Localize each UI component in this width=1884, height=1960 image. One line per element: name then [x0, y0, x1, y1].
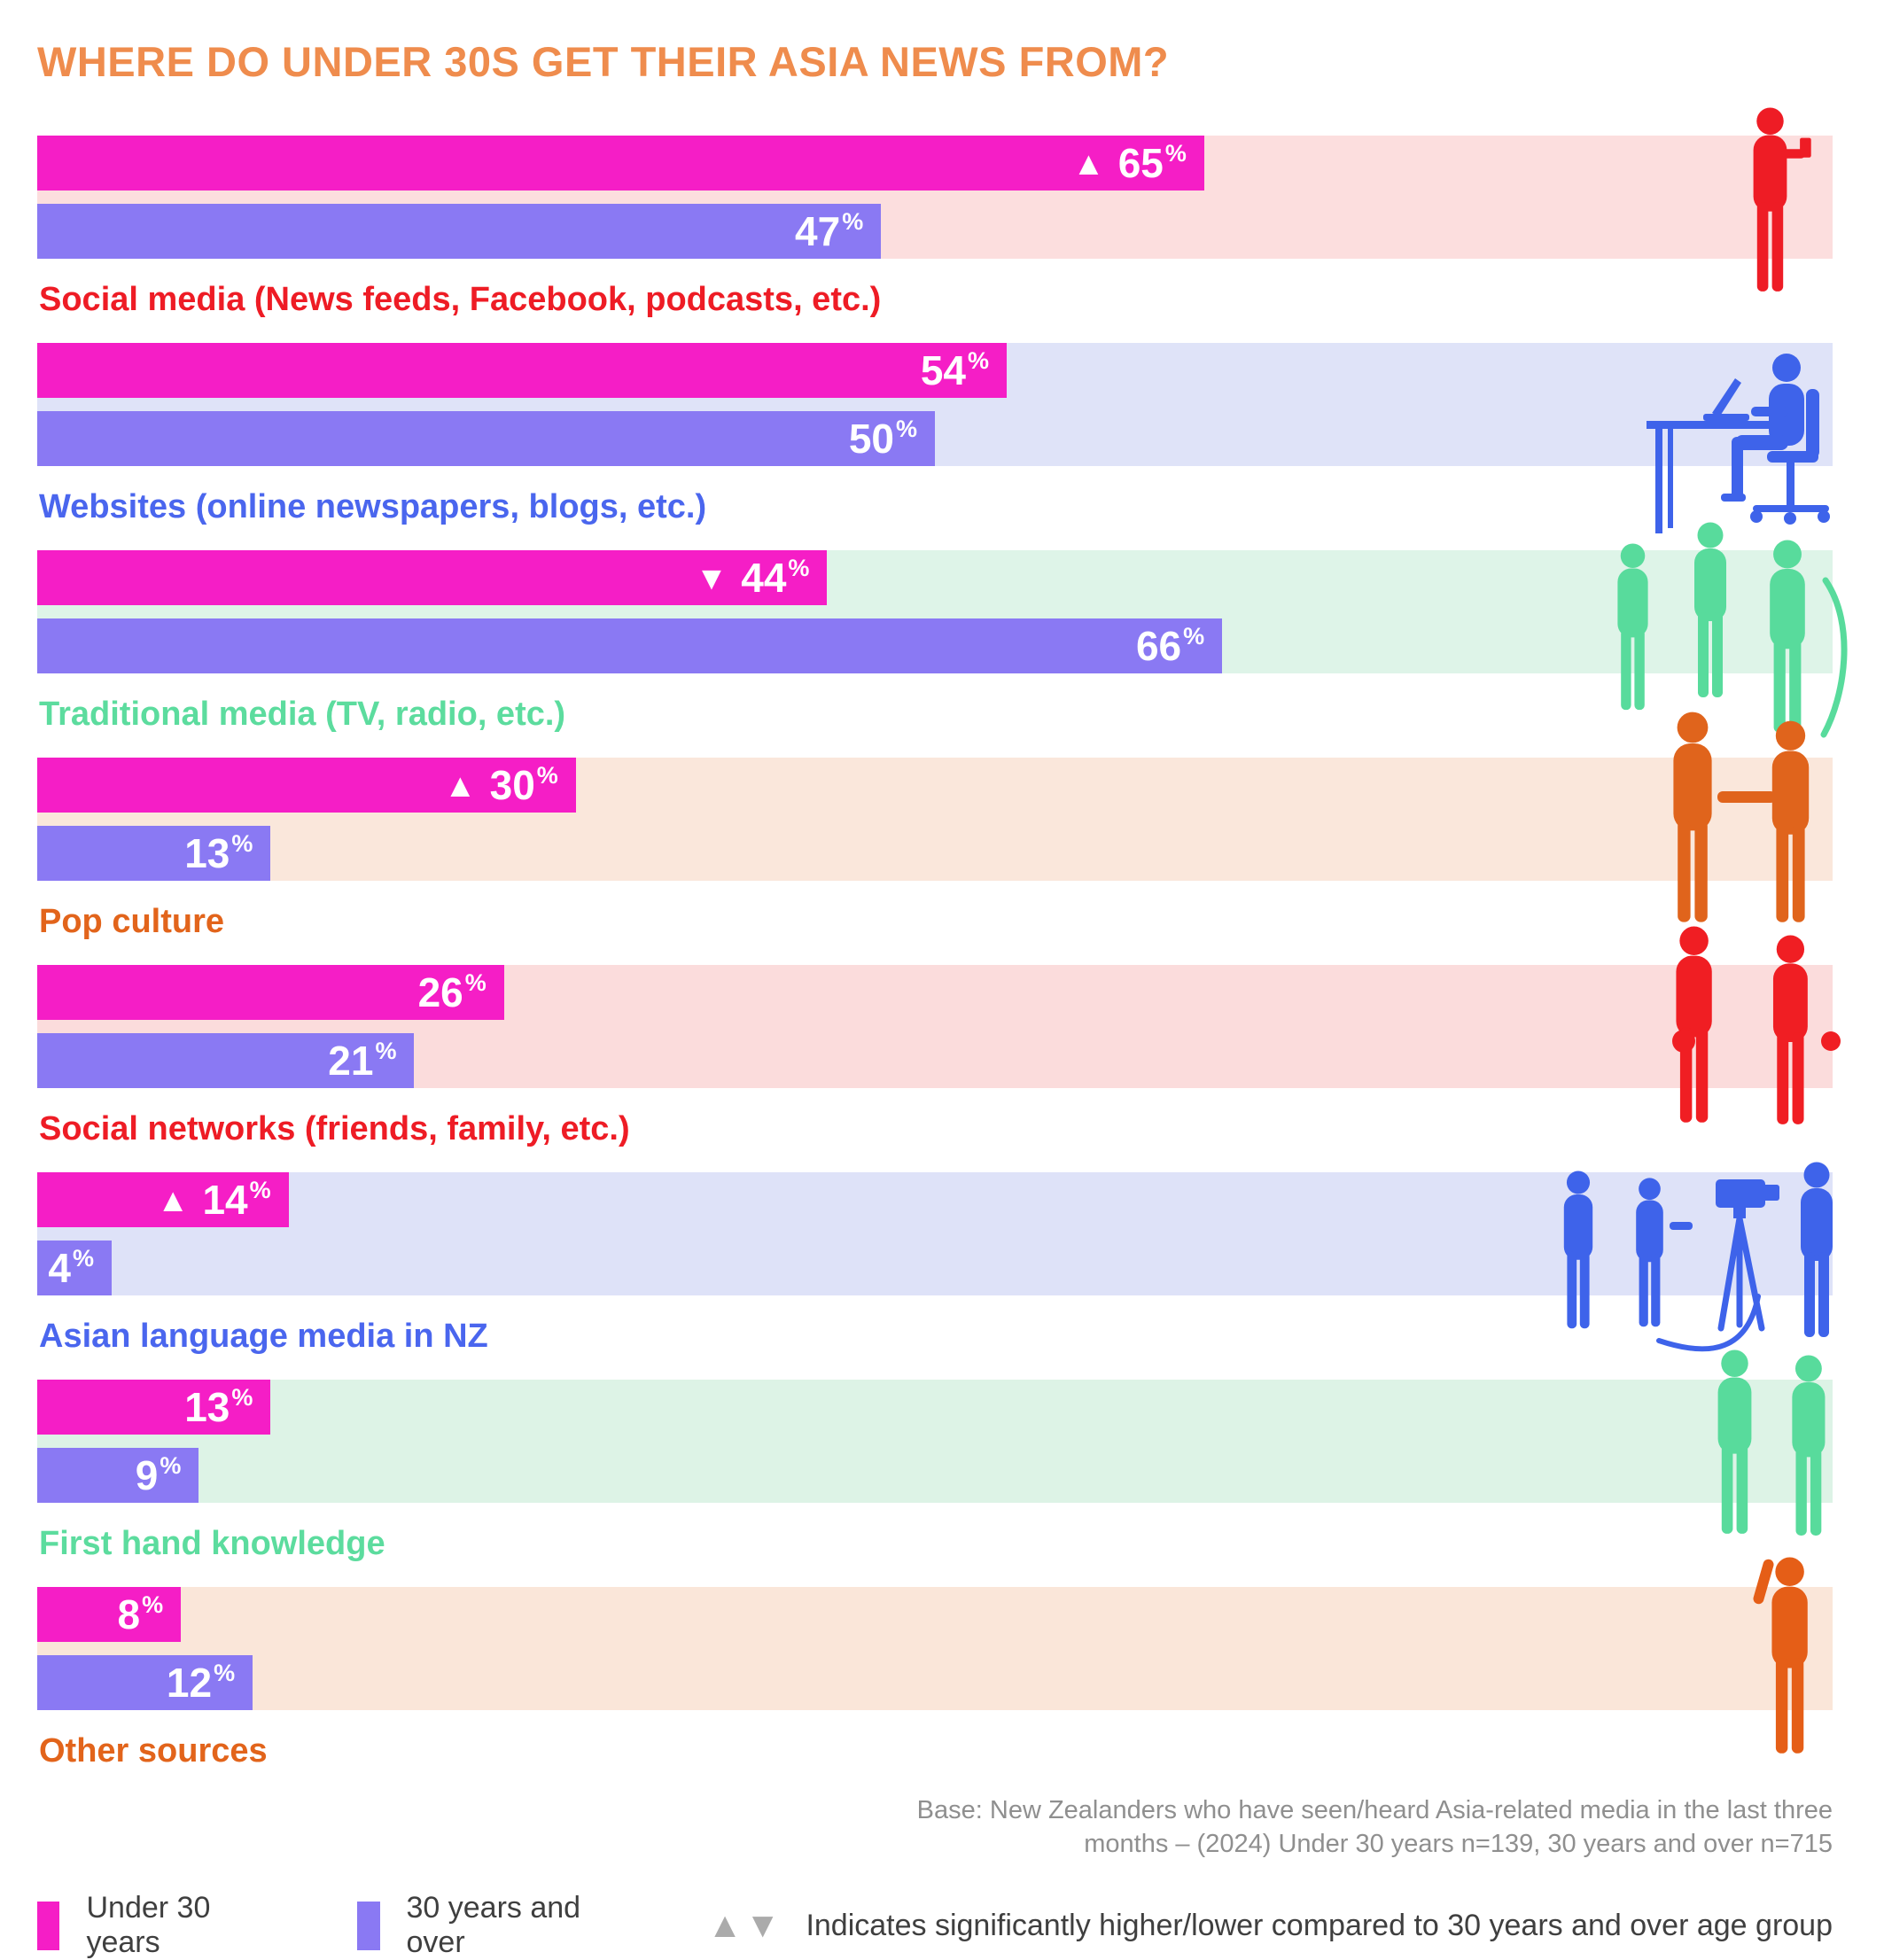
bar-value: 44 [741, 555, 787, 601]
bar-value: 66 [1135, 623, 1182, 669]
category-label: Websites (online newspapers, blogs, etc.… [39, 488, 707, 525]
bar-value: 14 [202, 1177, 248, 1223]
legend-swatch-over30 [356, 1901, 380, 1950]
category-label: Social media (News feeds, Facebook, podc… [39, 281, 882, 318]
bar-value: 47 [795, 208, 841, 254]
bar-value: 54 [920, 347, 967, 393]
bar-value: 9 [135, 1452, 159, 1498]
bar-value: 21 [328, 1038, 374, 1084]
category-group-social-media: ▲ 65 % 47 % Social media (News feeds, Fa… [37, 136, 1833, 318]
category-label: First hand knowledge [39, 1525, 385, 1562]
bar-over30: 9 % [37, 1448, 199, 1503]
category-label: Traditional media (TV, radio, etc.) [39, 696, 566, 733]
category-label: Pop culture [39, 903, 225, 940]
category-group-other-sources: 8 % 12 % Other sources [37, 1557, 1833, 1769]
category-label: Asian language media in NZ [39, 1318, 488, 1355]
category-band: ▲ 30 % 13 % [37, 712, 1833, 922]
category-group-first-hand-knowledge: 13 % 9 % First hand knowledge [37, 1349, 1833, 1562]
bar-under30: 8 % [37, 1587, 182, 1642]
percent-sign: % [375, 1038, 397, 1064]
bar-over30: 21 % [37, 1033, 415, 1088]
category-band: ▲ 65 % 47 % [37, 136, 1833, 259]
bar-value: 50 [848, 416, 894, 462]
category-band: ▲ 14 % 4 % [37, 1162, 1833, 1352]
two-women-talking-icon [1672, 926, 1841, 1124]
base-note-line1: Base: New Zealanders who have seen/heard… [916, 1796, 1833, 1824]
two-men-conversation-icon [1717, 1349, 1826, 1536]
bar-over30: 47 % [37, 204, 882, 259]
base-note-line2: months – (2024) Under 30 years n=139, 30… [1084, 1829, 1833, 1858]
legend-item-over30: 30 years and over [356, 1891, 611, 1960]
significance-up-icon: ▲ [443, 766, 477, 804]
category-label: Social networks (friends, family, etc.) [39, 1110, 630, 1147]
man-pointing-up-icon [1753, 1557, 1808, 1754]
bar-under30: 13 % [37, 1380, 271, 1435]
category-group-pop-culture: ▲ 30 % 13 % Pop culture [37, 712, 1833, 940]
legend-label: 30 years and over [406, 1891, 581, 1960]
percent-sign: % [788, 555, 810, 581]
bar-value: 30 [489, 762, 535, 808]
category-group-traditional-media: ▼ 44 % 66 % Traditional media (TV, radio… [37, 522, 1848, 738]
percent-sign: % [231, 830, 253, 857]
significance-up-icon: ▲ [1072, 144, 1105, 182]
legend-note: Indicates significantly higher/lower com… [806, 1908, 1833, 1942]
bar-over30: 66 % [37, 618, 1223, 673]
bar-over30: 50 % [37, 411, 935, 466]
category-group-social-networks: 26 % 21 % Social networks (friends, fami… [37, 926, 1841, 1147]
bar-value: 13 [184, 1384, 230, 1430]
percent-sign: % [160, 1452, 182, 1479]
category-group-asian-language-media: ▲ 14 % 4 % Asian language media in NZ [37, 1162, 1833, 1355]
category-band: 26 % 21 % [37, 926, 1841, 1124]
bar-over30: 13 % [37, 826, 271, 881]
percent-sign: % [842, 208, 864, 235]
page-title: WHERE DO UNDER 30S GET THEIR ASIA NEWS F… [37, 38, 1170, 85]
legend-label: Under 30 years [86, 1891, 211, 1960]
percent-sign: % [1164, 140, 1187, 167]
bar-over30: 4 % [37, 1241, 112, 1295]
bar-under30: 26 % [37, 965, 504, 1020]
bar-under30: ▲ 14 % [37, 1172, 289, 1227]
person-using-phone-icon [1705, 105, 1847, 295]
base-note: Base: New Zealanders who have seen/heard… [37, 1794, 1833, 1861]
percent-sign: % [231, 1384, 253, 1411]
significance-down-icon: ▼ [695, 559, 728, 596]
legend-item-under30: Under 30 years [37, 1891, 261, 1960]
bar-under30: ▲ 65 % [37, 136, 1204, 191]
bar-under30: ▲ 30 % [37, 758, 576, 813]
significance-triangles-icon: ▲▼ [707, 1906, 783, 1946]
bar-value: 26 [417, 969, 463, 1015]
legend-swatch-under30 [37, 1901, 60, 1950]
bar-under30: ▼ 44 % [37, 550, 828, 605]
bar-under30: 54 % [37, 343, 1008, 398]
percent-sign: % [72, 1245, 94, 1272]
significance-up-icon: ▲ [156, 1181, 190, 1218]
bar-over30: 12 % [37, 1655, 253, 1710]
percent-sign: % [464, 969, 487, 996]
bar-value: 4 [48, 1245, 71, 1291]
category-band: 54 % 50 % [37, 343, 1833, 533]
legend: Under 30 years 30 years and over ▲▼ Indi… [37, 1891, 1833, 1960]
percent-sign: % [249, 1177, 271, 1203]
category-band: 8 % 12 % [37, 1557, 1833, 1754]
category-band: 13 % 9 % [37, 1349, 1833, 1536]
percent-sign: % [214, 1660, 236, 1686]
bar-value: 65 [1117, 140, 1164, 186]
percent-sign: % [1183, 623, 1205, 649]
category-label: Other sources [39, 1732, 268, 1769]
percent-sign: % [142, 1591, 164, 1618]
category-band: ▼ 44 % 66 % [37, 522, 1848, 738]
bar-value: 13 [184, 830, 230, 876]
bar-value: 12 [166, 1660, 213, 1706]
bar-value: 8 [117, 1591, 141, 1637]
percent-sign: % [536, 762, 558, 789]
percent-sign: % [968, 347, 990, 374]
percent-sign: % [895, 416, 917, 442]
category-group-websites: 54 % 50 % Websites (online newspapers, b… [37, 343, 1833, 533]
